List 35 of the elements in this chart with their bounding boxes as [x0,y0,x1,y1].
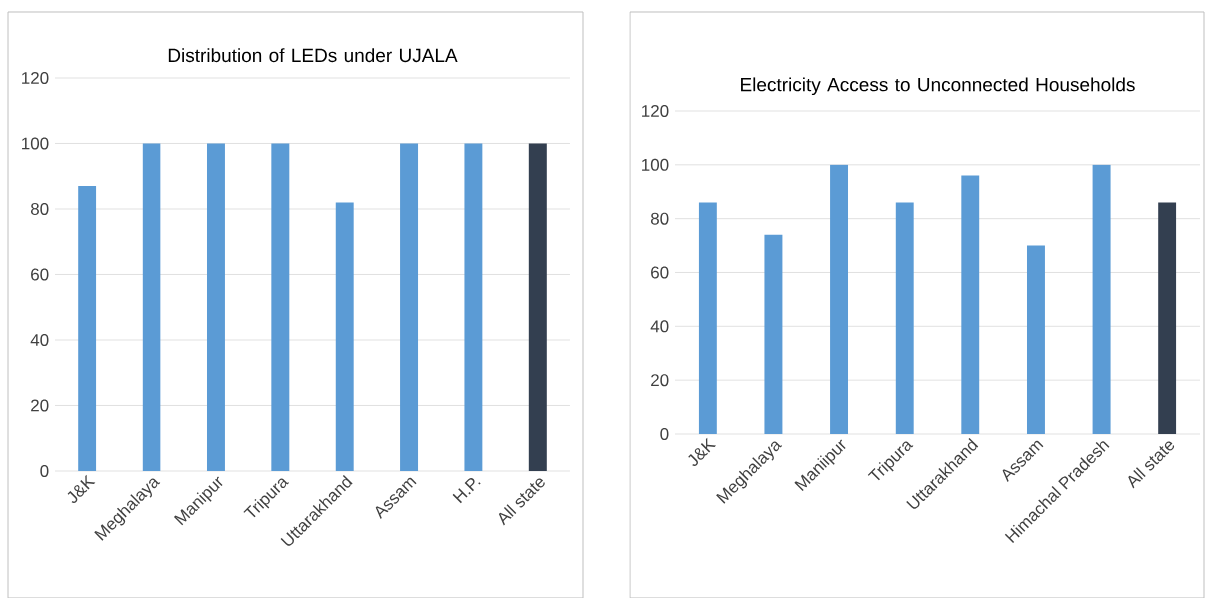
y-tick-label: 80 [30,202,49,215]
chart-title: Electricity Access to Unconnected Households [741,77,1135,95]
y-tick-label: 120 [22,71,49,84]
bar [895,202,914,434]
bar [698,202,717,434]
y-tick-label: 20 [31,399,49,412]
y-tick-label: 100 [22,137,49,150]
chart-title: Distribution of LEDs under UJALA [168,47,458,62]
bar [464,143,483,471]
y-tick-label: 80 [650,212,669,225]
bar [1158,202,1177,434]
y-tick-label: 120 [642,104,669,117]
bar [400,143,419,471]
bar [830,164,849,434]
y-tick-label: 20 [651,373,669,386]
y-tick-label: 60 [651,266,669,279]
bar [142,143,161,471]
y-tick-label: 40 [30,333,49,346]
y-tick-label: 100 [642,158,669,171]
x-tick-label: H.P. [452,477,481,503]
bar [1026,245,1045,434]
y-tick-label: 0 [40,464,49,477]
x-tick-label: J&K [688,437,717,466]
y-tick-label: 40 [650,320,669,333]
bar [528,143,547,471]
bar [764,234,783,434]
y-tick-label: 0 [660,427,669,440]
bar [206,143,225,471]
bar [78,185,97,471]
bar [961,175,980,434]
bar [335,202,354,471]
bar [1092,164,1111,434]
bar [271,143,290,471]
x-tick-label: J&K [67,474,96,503]
y-tick-label: 60 [31,268,49,281]
